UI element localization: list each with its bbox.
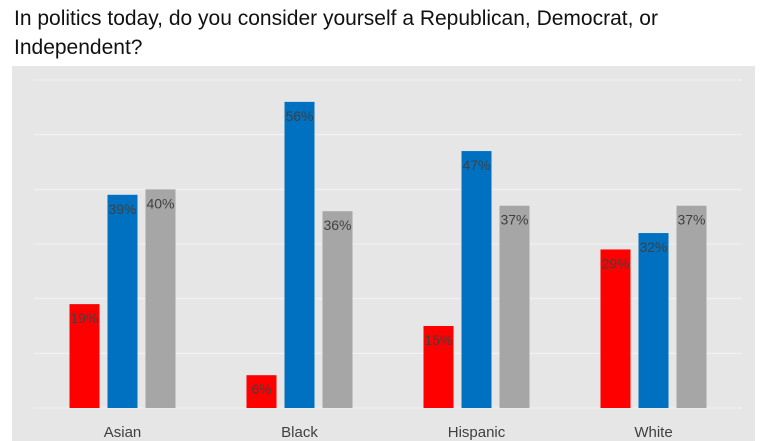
bar-hispanic-1 xyxy=(423,326,454,408)
data-label-asian-1: 19% xyxy=(70,310,98,326)
data-label-asian-3: 40% xyxy=(146,195,174,211)
data-label-black-3: 36% xyxy=(323,217,351,233)
data-label-hispanic-2: 47% xyxy=(462,157,490,173)
data-label-asian-2: 39% xyxy=(108,201,136,217)
bar-hispanic-3 xyxy=(499,205,530,408)
bar-chart: 19% 39% 40% Asian 6% 56% 36% Black 15% 47% 37% Hisp… xyxy=(12,66,755,441)
bar-asian-2 xyxy=(107,194,138,408)
data-label-white-2: 32% xyxy=(639,239,667,255)
data-label-white-3: 37% xyxy=(677,212,705,228)
x-tick-label-hispanic: Hispanic xyxy=(448,424,506,441)
bar-asian-1 xyxy=(69,304,100,408)
bar-black-1 xyxy=(246,375,277,408)
x-tick-label-black: Black xyxy=(281,424,318,441)
bar-white-2 xyxy=(638,233,669,408)
data-label-hispanic-1: 15% xyxy=(424,332,452,348)
data-label-white-1: 29% xyxy=(601,255,629,271)
data-label-black-2: 56% xyxy=(285,108,313,124)
bar-hispanic-2 xyxy=(461,151,492,409)
bar-white-1 xyxy=(600,249,631,408)
chart-title: In politics today, do you consider yours… xyxy=(14,7,658,59)
bar-black-3 xyxy=(322,211,353,408)
data-label-black-1: 6% xyxy=(251,381,271,397)
data-label-hispanic-3: 37% xyxy=(500,212,528,228)
bar-black-2 xyxy=(284,101,315,408)
x-tick-label-white: White xyxy=(634,424,672,441)
x-tick-label-asian: Asian xyxy=(104,424,142,441)
chart-area: 19% 39% 40% Asian 6% 56% 36% Black 15% 47% 37% Hisp… xyxy=(12,66,755,441)
bar-white-3 xyxy=(676,205,707,408)
bar-asian-3 xyxy=(145,189,176,408)
